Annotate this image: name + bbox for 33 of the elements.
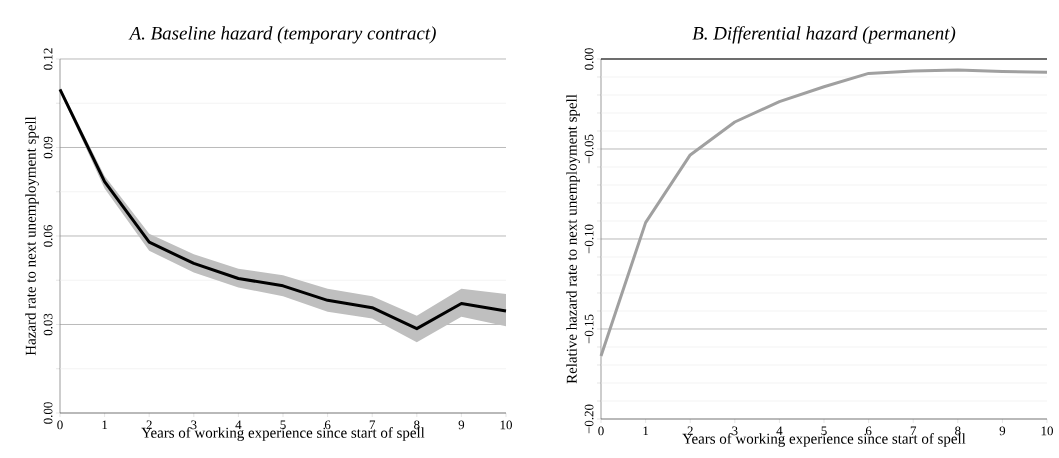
x-tick-label: 9 [458, 420, 465, 430]
x-tick-label: 2 [146, 420, 152, 430]
y-tick-label: 0.00 [584, 48, 594, 70]
x-tick-label: 1 [643, 426, 649, 436]
x-tick-label: 6 [324, 420, 331, 430]
x-tick-label: 7 [369, 420, 376, 429]
x-tick-label: 0 [57, 420, 63, 430]
y-tick-label: 0.03 [43, 313, 53, 336]
x-tick-label: 4 [235, 420, 242, 430]
y-tick-label: 0.06 [43, 225, 53, 247]
x-tick-label: 9 [999, 426, 1006, 436]
x-tick-label: 0 [598, 426, 604, 436]
x-tick-label: 1 [102, 420, 108, 430]
y-tick-label: 0.12 [43, 48, 53, 70]
x-tick-label: 6 [865, 426, 872, 436]
y-tick-label: −0.15 [584, 314, 594, 344]
x-tick-label: 5 [821, 426, 827, 436]
x-tick-label: 7 [910, 426, 917, 435]
line-series [599, 68, 1049, 358]
x-tick-label: 2 [687, 426, 693, 436]
y-tick-label: 0.00 [43, 402, 53, 424]
chart-title: A. Baseline hazard (temporary contract) [128, 26, 436, 44]
y-tick-label: −0.10 [584, 224, 594, 254]
chart-title: B. Differential hazard (permanent) [692, 26, 956, 44]
y-axis-title: Hazard rate to next unemployment spell [25, 116, 39, 356]
x-tick-label: 10 [500, 420, 512, 430]
y-axis-title: Relative hazard rate to next unemployment spell [566, 94, 580, 384]
x-tick-label: 4 [776, 426, 783, 436]
y-tick-label: −0.20 [584, 404, 594, 434]
x-tick-label: 10 [1041, 426, 1053, 436]
y-tick-label: 0.09 [43, 136, 53, 159]
x-tick-label: 5 [280, 420, 286, 430]
y-tick-label: −0.05 [584, 134, 594, 164]
